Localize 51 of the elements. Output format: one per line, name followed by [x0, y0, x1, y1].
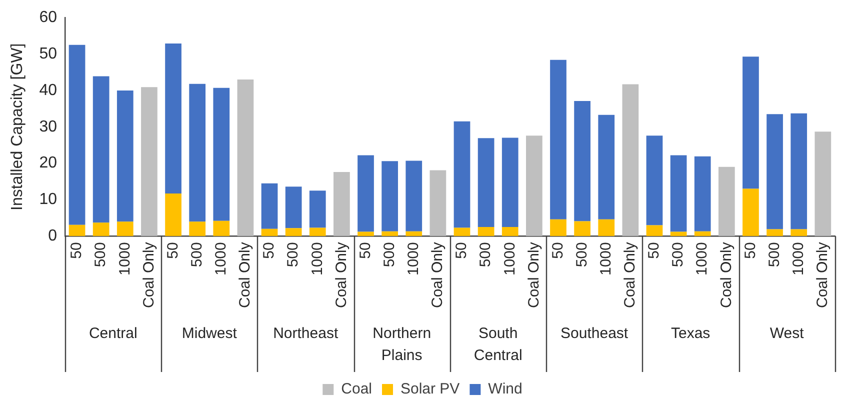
x-tick-label: Coal Only [814, 242, 832, 308]
legend-label: Coal [341, 380, 372, 398]
x-tick-label: Coal Only [718, 242, 735, 308]
text: Northern Plains [372, 325, 432, 364]
y-tick-label: 0 [48, 228, 58, 245]
x-tick-label: 500 [92, 242, 110, 268]
x-tick-label: Coal Only [140, 242, 158, 308]
text: South Central [474, 325, 522, 364]
x-tick-label: 1000 [405, 242, 422, 276]
x-tick-label: 500 [188, 242, 206, 268]
text: Texas [670, 325, 710, 342]
x-tick-label: 50 [68, 242, 86, 259]
x-tick-label: 500 [380, 242, 398, 268]
x-tick-label: 500 [670, 242, 687, 268]
x-tick-label: Coal Only [332, 242, 350, 308]
x-tick-label: 50 [453, 242, 470, 259]
legend-label: Wind [488, 380, 522, 398]
x-tick-label: 50 [260, 242, 278, 259]
y-tick-label: 60 [39, 9, 58, 26]
x-tick-label: 1000 [598, 242, 614, 276]
y-tick-label: 10 [39, 191, 58, 208]
x-tick-label: Coal Only [622, 242, 639, 308]
x-tick-label: 1000 [790, 242, 807, 276]
text: West [770, 325, 805, 342]
x-tick-label: 50 [356, 242, 374, 259]
y-tick-label: 20 [39, 154, 58, 172]
x-tick-label: Coal Only [525, 242, 542, 308]
x-tick-label: 50 [164, 242, 182, 259]
x-tick-label: 1000 [212, 242, 230, 276]
x-tick-label: 500 [284, 242, 302, 268]
y-axis-title: Installed Capacity [GW] [9, 43, 26, 210]
y-tick-label: 40 [39, 82, 58, 99]
text: Southeast [560, 325, 629, 342]
x-tick-label: 50 [742, 242, 759, 259]
text: Central [88, 325, 138, 342]
x-tick-label: 1000 [694, 242, 711, 276]
y-tick-label: 30 [39, 118, 58, 136]
x-tick-label: 50 [549, 242, 566, 259]
x-tick-label: Coal Only [429, 242, 446, 308]
x-tick-label: 1000 [501, 242, 518, 276]
text: Midwest [182, 325, 238, 342]
y-tick-label: 50 [39, 45, 58, 62]
x-tick-label: 50 [646, 242, 663, 259]
text: Northeast [273, 325, 339, 342]
x-tick-label: Coal Only [236, 242, 254, 308]
x-tick-label: 1000 [116, 242, 134, 276]
x-tick-label: 500 [477, 242, 494, 268]
legend-label: Solar PV [400, 380, 460, 398]
x-tick-label: 500 [573, 242, 590, 268]
x-tick-label: 1000 [308, 242, 326, 276]
x-tick-label: 500 [766, 242, 783, 268]
